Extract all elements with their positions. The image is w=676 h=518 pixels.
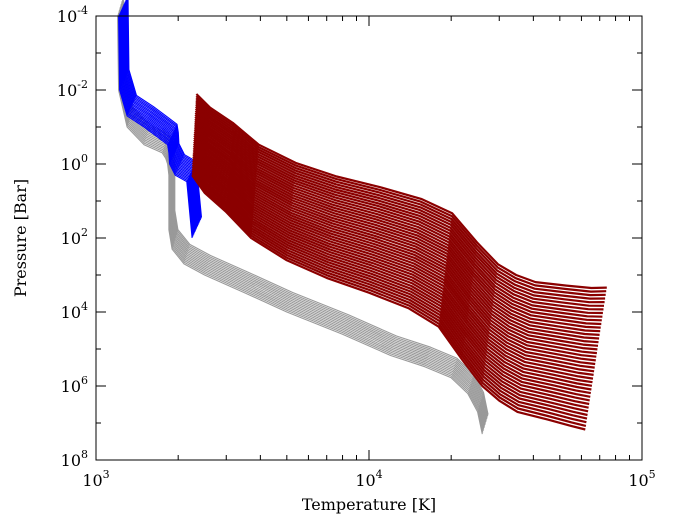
series-0-profile	[122, 0, 489, 415]
series-2-profile	[193, 128, 598, 351]
x-tick-label: 105	[628, 468, 655, 490]
y-tick-label: 100	[61, 152, 88, 174]
x-axis-title: Temperature [K]	[302, 495, 436, 514]
y-tick-label: 10-2	[57, 78, 88, 100]
series-1-profile	[123, 3, 199, 227]
series-2-profile	[195, 101, 605, 304]
series-2-profile	[194, 122, 600, 340]
series-1-profile	[119, 12, 195, 235]
y-tick-label: 106	[61, 374, 88, 396]
series-2-profile	[192, 147, 593, 384]
series-0-profile	[119, 6, 486, 426]
series-0-profile	[117, 12, 484, 432]
y-tick-label: 108	[61, 448, 88, 470]
series-1-profile	[124, 2, 199, 225]
series-2-profile	[192, 143, 594, 376]
series-1	[118, 0, 203, 239]
series-2-profile	[192, 149, 593, 387]
series-2-profile	[192, 157, 590, 402]
series-2-profile	[195, 97, 606, 297]
y-tick-label: 10-4	[57, 4, 88, 26]
series-2-profile	[194, 116, 601, 329]
series-2-profile	[192, 145, 594, 380]
series-2-profile	[195, 95, 607, 293]
series-0-profile	[117, 15, 483, 435]
series-2-profile	[194, 120, 600, 336]
series-2-profile	[192, 151, 592, 391]
series-2-profile	[195, 103, 605, 307]
series-2-profile	[193, 124, 599, 344]
series-0-profile	[120, 5, 486, 424]
series-2-profile	[192, 155, 591, 398]
series-2-profile	[193, 137, 596, 366]
series-0-profile	[118, 9, 485, 429]
series-1-profile	[120, 9, 196, 233]
series-1-profile	[127, 0, 203, 218]
series-2-profile	[194, 105, 604, 311]
series-1-profile	[123, 5, 198, 228]
series-1-profile	[125, 0, 201, 222]
series-1-profile	[118, 14, 194, 237]
series-2-profile	[191, 162, 589, 409]
x-tick-label: 103	[82, 468, 109, 490]
series-2-profile	[193, 139, 595, 369]
series-2-profile	[191, 164, 589, 413]
series-2-profile	[193, 134, 596, 362]
series-2-profile	[194, 111, 602, 322]
series-2-profile	[194, 109, 603, 318]
series-0-profile	[118, 11, 485, 430]
series-2-profile	[191, 170, 587, 424]
series-1-profile	[125, 0, 200, 223]
series-1-profile	[126, 0, 202, 219]
y-axis-title: Pressure [Bar]	[11, 179, 30, 297]
series-1-profile	[124, 1, 200, 224]
series-1-profile	[118, 15, 193, 239]
series-2-profile	[193, 126, 599, 347]
series-2-profile	[191, 172, 587, 427]
series-2-profile	[192, 153, 591, 395]
series-2-profile	[191, 168, 588, 420]
series-2	[191, 93, 607, 431]
series-2-profile	[194, 107, 603, 315]
series-0-profile	[117, 14, 484, 433]
series-2-profile	[191, 166, 588, 417]
series-1-profile	[121, 7, 197, 230]
series-2-profile	[195, 99, 606, 300]
series-1-profile	[119, 13, 194, 236]
series-1-profile	[126, 0, 201, 221]
series-2-profile	[193, 132, 597, 358]
series-2-profile	[193, 130, 598, 355]
tick-layer: 103 104 105 10-4 10-2 100 102 104 106 108	[57, 4, 656, 490]
series-2-profile	[194, 118, 601, 333]
data-layer	[117, 0, 607, 435]
series-1-profile	[122, 6, 198, 229]
y-tick-label: 104	[61, 300, 88, 322]
series-0-profile	[119, 8, 486, 427]
series-1-profile	[120, 11, 195, 234]
series-2-profile	[192, 159, 590, 406]
x-tick-label: 104	[355, 468, 382, 490]
series-2-profile	[193, 141, 595, 373]
series-2-profile	[191, 174, 586, 431]
series-2-profile	[195, 93, 607, 290]
series-1-profile	[121, 8, 196, 231]
y-tick-label: 102	[61, 226, 88, 248]
series-2-profile	[194, 114, 602, 326]
